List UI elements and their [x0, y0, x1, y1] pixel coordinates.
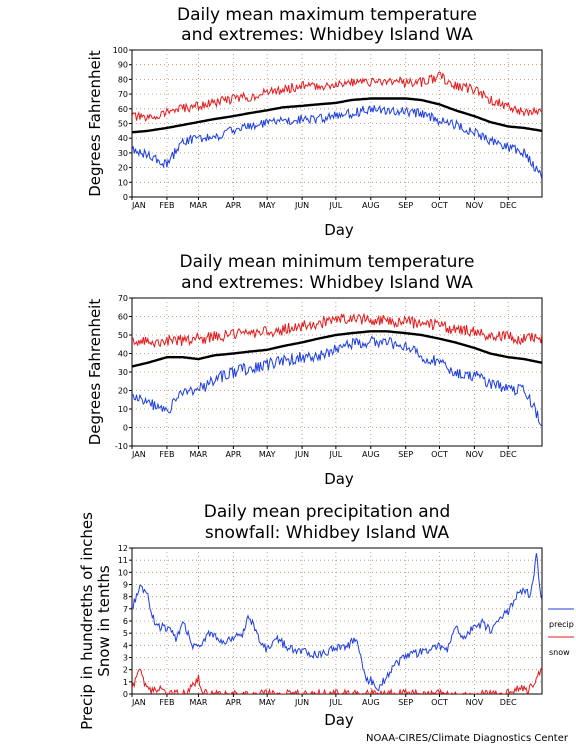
x-tick-label: JAN: [131, 450, 146, 459]
x-axis-label: Day: [324, 711, 354, 729]
x-tick-label: MAY: [259, 698, 276, 707]
y-tick-label: 0: [123, 690, 128, 699]
x-tick-label: SEP: [398, 450, 413, 459]
y-tick-label: 90: [118, 61, 128, 70]
y-axis-label: Precip in hundreths of inches: [78, 512, 96, 730]
x-tick-label: NOV: [466, 698, 484, 707]
y-tick-label: 10: [118, 568, 128, 577]
x-tick-label: JUL: [329, 450, 343, 459]
x-tick-label: AUG: [362, 450, 380, 459]
y-tick-label: 50: [118, 120, 128, 129]
x-tick-label: MAR: [189, 698, 207, 707]
chart-title: Daily mean minimum temperature: [180, 252, 475, 272]
x-tick-label: MAY: [259, 450, 276, 459]
x-tick-label: FEB: [159, 698, 174, 707]
snow-line: [132, 667, 542, 694]
series-2-line: [132, 97, 542, 134]
y-tick-label: 60: [118, 313, 128, 322]
x-tick-label: APR: [225, 698, 241, 707]
chart-subtitle: snowfall: Whidbey Island WA: [205, 523, 450, 543]
x-tick-label: MAY: [259, 201, 276, 210]
y-tick-label: 20: [118, 164, 128, 173]
y-tick-label: 10: [118, 178, 128, 187]
x-tick-label: JUN: [294, 201, 309, 210]
x-tick-label: FEB: [159, 450, 174, 459]
chart-title: Daily mean precipitation and: [204, 502, 451, 522]
x-tick-label: SEP: [398, 698, 413, 707]
series-1-line: [132, 71, 542, 122]
x-tick-label: APR: [225, 450, 241, 459]
x-tick-label: MAR: [189, 450, 207, 459]
x-tick-label: DEC: [500, 201, 517, 210]
y-tick-label: 30: [118, 149, 128, 158]
x-tick-label: JUN: [294, 450, 309, 459]
y-tick-label: -10: [115, 442, 128, 451]
x-tick-label: MAR: [189, 201, 207, 210]
series-3-line: [132, 335, 542, 427]
x-tick-label: FEB: [159, 201, 174, 210]
x-tick-label: AUG: [362, 698, 380, 707]
series-2-line: [132, 330, 542, 368]
y-tick-label: 7: [123, 605, 128, 614]
x-tick-label: NOV: [466, 450, 484, 459]
x-tick-label: OCT: [431, 201, 448, 210]
chart-subtitle: and extremes: Whidbey Island WA: [181, 25, 473, 45]
x-tick-label: JUL: [329, 201, 343, 210]
precip-line: [132, 553, 542, 692]
x-tick-label: JAN: [131, 698, 146, 707]
x-tick-label: DEC: [500, 450, 517, 459]
x-axis-label: Day: [324, 221, 354, 239]
x-tick-label: JUN: [294, 698, 309, 707]
y-axis-label: Degrees Fahrenheit: [86, 299, 104, 446]
x-tick-label: NOV: [466, 201, 484, 210]
y-tick-label: 70: [118, 90, 128, 99]
x-tick-label: APR: [225, 201, 241, 210]
y-tick-label: 0: [123, 424, 128, 433]
x-axis-label: Day: [324, 470, 354, 488]
y-tick-label: 60: [118, 105, 128, 114]
series-1-line: [132, 312, 542, 349]
y-tick-label: 1: [123, 678, 128, 687]
y-tick-label: 40: [118, 350, 128, 359]
y-tick-label: 2: [123, 666, 128, 675]
y-tick-label: 40: [118, 134, 128, 143]
x-tick-label: AUG: [362, 201, 380, 210]
y-tick-label: 70: [118, 294, 128, 303]
y-tick-label: 11: [118, 556, 128, 565]
y-tick-label: 80: [118, 75, 128, 84]
y-tick-label: 0: [123, 193, 128, 202]
x-tick-label: JUL: [329, 698, 343, 707]
chart-title: Daily mean maximum temperature: [177, 5, 477, 25]
chart-subtitle: and extremes: Whidbey Island WA: [181, 273, 473, 293]
x-tick-label: OCT: [431, 450, 448, 459]
y-tick-label: 5: [123, 629, 128, 638]
x-tick-label: OCT: [431, 698, 448, 707]
y-tick-label: 50: [118, 331, 128, 340]
y-tick-label: 12: [118, 544, 128, 553]
x-tick-label: JAN: [131, 201, 146, 210]
x-tick-label: DEC: [500, 698, 517, 707]
y-tick-label: 4: [123, 641, 128, 650]
y-axis-label: Degrees Fahrenheit: [86, 50, 104, 197]
y-tick-label: 9: [123, 581, 128, 590]
series-3-line: [132, 104, 542, 181]
credit-text: NOAA-CIRES/Climate Diagnostics Center: [366, 733, 568, 744]
y-tick-label: 30: [118, 368, 128, 377]
legend-label-precip: precip: [549, 620, 574, 629]
legend-label-snow: snow: [549, 648, 570, 657]
y-tick-label: 8: [123, 593, 128, 602]
y-tick-label: 6: [123, 617, 128, 626]
y-tick-label: 100: [113, 46, 128, 55]
y-tick-label: 20: [118, 387, 128, 396]
y-tick-label: 10: [118, 405, 128, 414]
y-axis-label-secondary: Snow in tenths: [95, 565, 113, 677]
y-tick-label: 3: [123, 654, 128, 663]
x-tick-label: SEP: [398, 201, 413, 210]
